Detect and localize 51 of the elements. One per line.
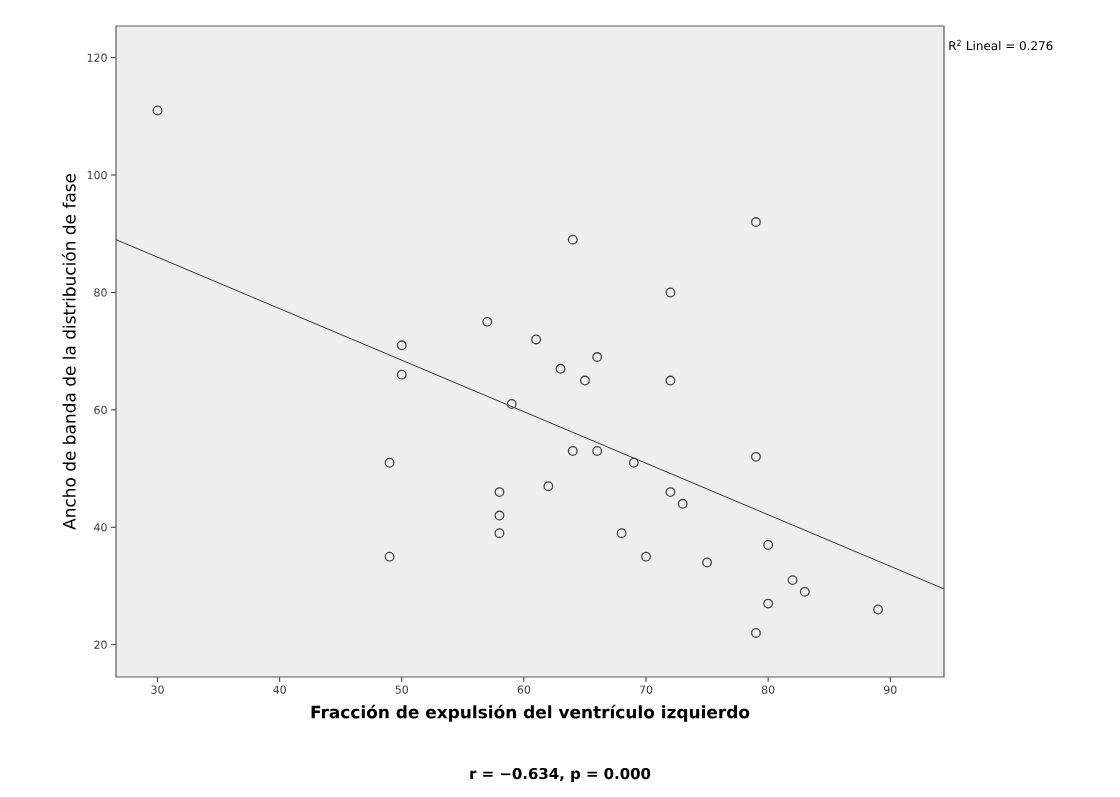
point — [677, 498, 688, 509]
point — [567, 446, 578, 456]
point — [152, 105, 163, 116]
text: r = −0.634, p = 0.000 — [470, 767, 651, 783]
point — [592, 446, 603, 456]
point — [567, 234, 578, 245]
point — [665, 375, 676, 386]
point — [384, 551, 395, 562]
point — [580, 375, 590, 386]
point — [873, 604, 884, 615]
point — [628, 457, 639, 468]
point — [555, 363, 566, 374]
x-tick-label: 40 — [273, 685, 286, 694]
point — [543, 481, 554, 492]
x-tick-label: 90 — [883, 685, 897, 694]
point — [799, 586, 810, 597]
point — [787, 575, 798, 586]
y-tick-label: 40 — [94, 523, 107, 532]
point — [494, 487, 505, 498]
point — [750, 451, 761, 462]
point — [665, 487, 676, 498]
point — [702, 557, 713, 568]
point — [763, 539, 774, 550]
point — [396, 369, 407, 380]
text: R$^{2}$ Lineal = 0.276 — [949, 39, 1053, 51]
point — [531, 334, 542, 345]
point — [482, 316, 493, 327]
point — [592, 352, 603, 363]
x-tick-label: 60 — [517, 685, 531, 694]
point — [641, 551, 651, 562]
point — [616, 528, 627, 539]
x-tick-label: 80 — [761, 685, 775, 694]
point — [750, 217, 761, 227]
y-tick-label: 20 — [94, 640, 107, 649]
point — [506, 399, 517, 409]
x-axis-title: Fracción de expulsión del ventrículo izquierdo — [311, 704, 750, 722]
point — [396, 340, 407, 351]
x-tick-label: 30 — [151, 685, 164, 694]
point — [494, 528, 505, 539]
point — [750, 628, 761, 638]
y-tick-label: 60 — [94, 405, 107, 415]
y-tick-label: 120 — [87, 53, 107, 62]
point — [763, 598, 774, 609]
point — [665, 287, 676, 298]
x-tick-label: 50 — [395, 685, 409, 694]
y-tick-label: 80 — [94, 288, 107, 297]
point — [384, 457, 395, 468]
x-tick-label: 70 — [639, 685, 653, 694]
point — [494, 510, 505, 521]
y-axis-title: Ancho de banda de la distribución de fase — [61, 173, 76, 530]
y-tick-label: 100 — [87, 170, 107, 180]
